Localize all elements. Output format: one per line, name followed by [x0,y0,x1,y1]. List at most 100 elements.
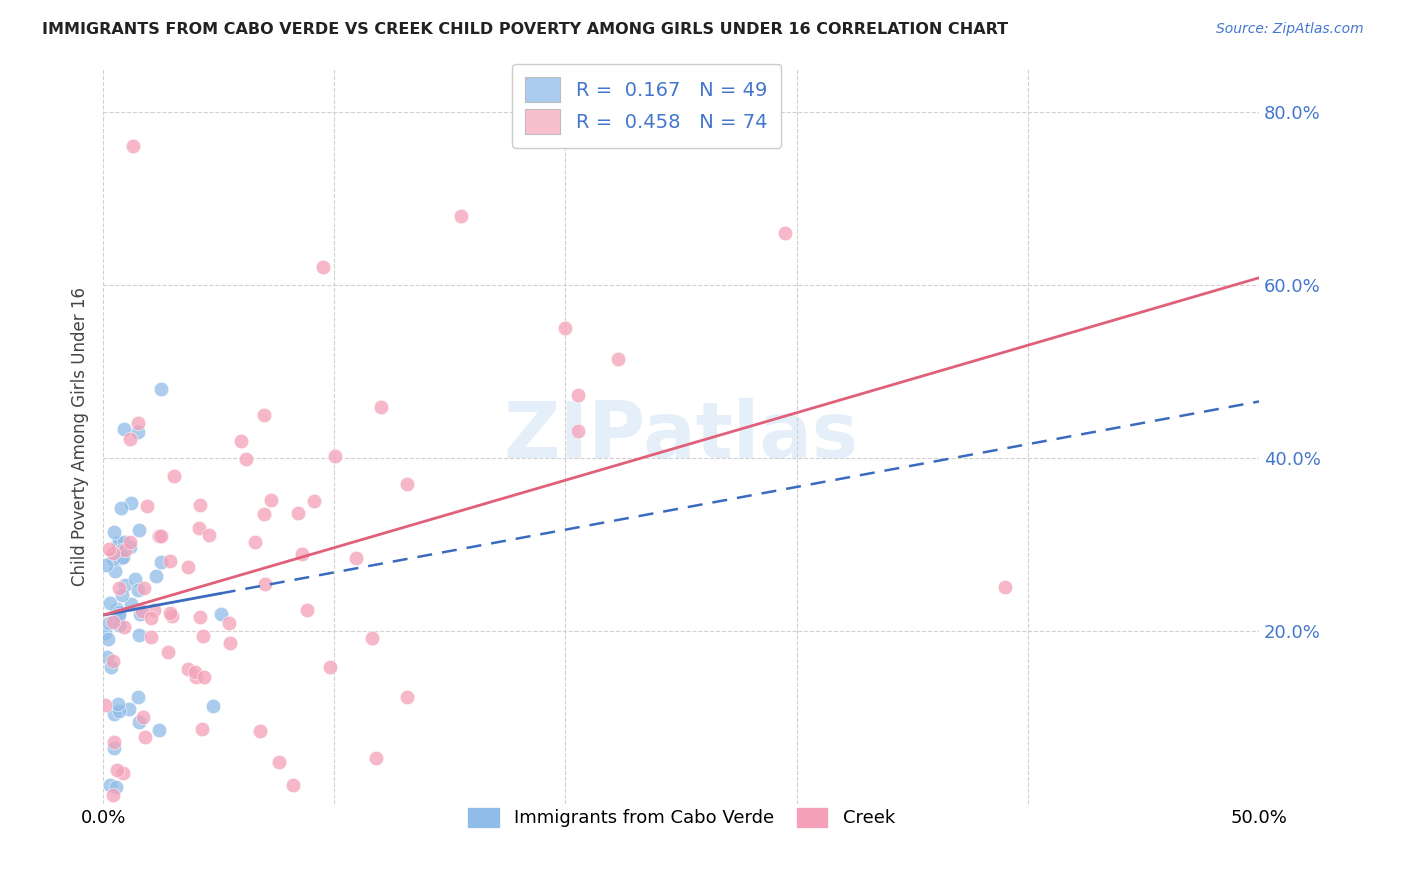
Y-axis label: Child Poverty Among Girls Under 16: Child Poverty Among Girls Under 16 [72,286,89,585]
Point [193,670,215,684]
Point [149,555,172,569]
Point [112,549,135,564]
Point [142,603,165,617]
Point [229,434,252,448]
Point [567,425,589,439]
Point [108,581,131,595]
Point [159,554,181,568]
Point [395,477,418,491]
Point [291,547,314,561]
Point [218,636,240,650]
Point [370,400,392,414]
Point [344,551,367,566]
Point [148,529,170,543]
Point [128,714,150,729]
Point [103,788,125,802]
Point [283,778,305,792]
Point [190,498,212,512]
Point [94,558,117,573]
Point [101,546,124,560]
Point [107,697,129,711]
Point [253,507,276,521]
Point [567,388,589,402]
Point [554,321,576,335]
Text: Source: ZipAtlas.com: Source: ZipAtlas.com [1216,22,1364,37]
Point [104,564,127,578]
Point [136,499,159,513]
Point [98,778,121,792]
Point [105,763,128,777]
Point [243,534,266,549]
Point [129,607,152,621]
Point [145,568,167,582]
Point [249,723,271,738]
Point [101,615,124,630]
Point [184,665,207,679]
Point [124,572,146,586]
Point [191,629,214,643]
Point [163,469,186,483]
Point [184,670,207,684]
Point [120,597,142,611]
Point [110,550,132,565]
Point [319,660,342,674]
Point [112,766,135,780]
Point [127,690,149,705]
Point [191,723,214,737]
Point [127,425,149,439]
Point [94,698,117,712]
Point [112,422,135,436]
Point [97,632,120,647]
Point [360,631,382,645]
Point [107,605,129,619]
Point [139,611,162,625]
Point [253,577,276,591]
Point [132,710,155,724]
Point [118,702,141,716]
Point [131,604,153,618]
Point [127,416,149,430]
Point [312,260,335,275]
Point [108,618,131,632]
Point [127,583,149,598]
Point [111,588,134,602]
Point [100,659,122,673]
Point [94,625,117,640]
Point [111,543,134,558]
Point [132,582,155,596]
Point [97,615,120,630]
Point [122,139,145,153]
Point [103,735,125,749]
Point [120,496,142,510]
Point [118,535,141,549]
Point [201,698,224,713]
Point [128,523,150,537]
Point [107,607,129,622]
Point [156,645,179,659]
Point [198,527,221,541]
Point [98,596,121,610]
Point [304,493,326,508]
Point [114,542,136,557]
Point [450,209,472,223]
Point [606,352,628,367]
Point [159,606,181,620]
Point [105,612,128,626]
Point [139,630,162,644]
Point [112,534,135,549]
Point [101,654,124,668]
Point [120,540,142,554]
Point [110,501,132,516]
Point [287,506,309,520]
Point [96,650,118,665]
Point [103,706,125,721]
Point [297,603,319,617]
Point [188,521,211,535]
Point [177,662,200,676]
Point [267,755,290,769]
Point [773,226,796,240]
Point [128,628,150,642]
Point [107,534,129,549]
Point [107,704,129,718]
Point [114,578,136,592]
